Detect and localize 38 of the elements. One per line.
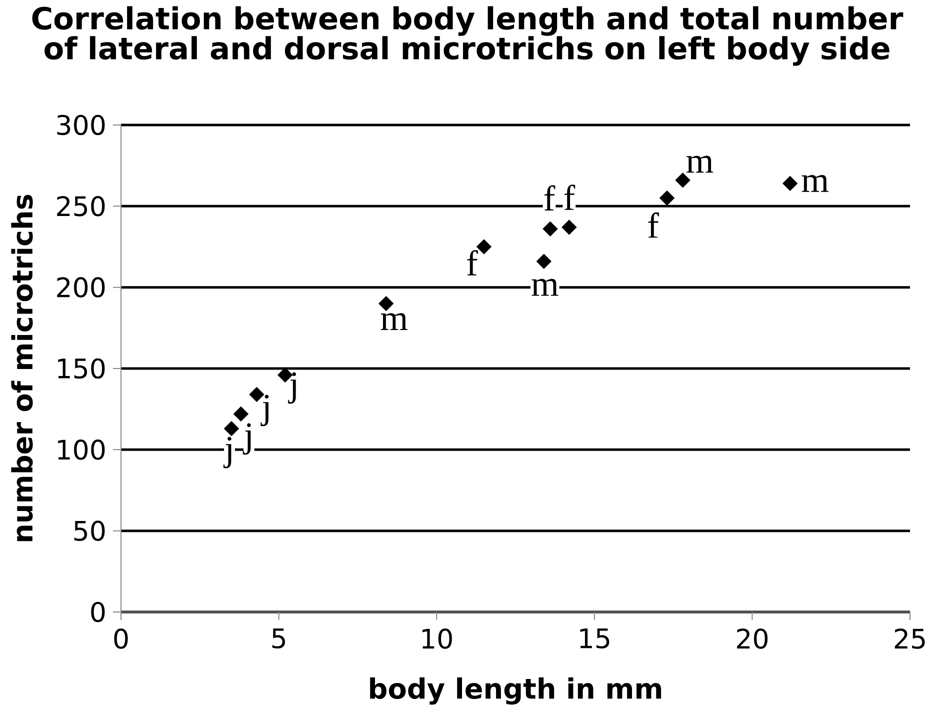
annotation: j [242,423,251,455]
point [378,296,394,312]
annotation: m [532,278,558,296]
y-tick-label: 200 [57,277,105,298]
y-tick-label: 250 [57,196,105,216]
x-tick-label: 20 [737,628,768,649]
annotation: f [564,184,576,210]
annotation: f [467,250,478,276]
y-tick-label: 50 [74,520,105,541]
point [659,190,675,206]
point [542,221,558,236]
point [233,406,249,422]
x-axis-title: body length in mm [370,677,662,705]
x-tick-label: 5 [272,628,286,649]
annotation: j [260,394,269,426]
point [782,176,798,192]
point [224,420,240,436]
chart-title: Correlation between body length and total number of lateral and dorsal microtrichs on left body side [32,6,904,66]
y-axis-title: number of microtrichs [11,194,33,542]
x-tick-label: 0 [114,628,128,649]
point [536,254,552,269]
point [476,239,492,254]
y-tick-label: 300 [57,114,105,136]
annotation: j [223,436,232,468]
y-tick-label: 150 [58,358,105,379]
annotation: m [802,174,828,192]
annotation: m [380,313,408,330]
annotation: m [686,156,714,173]
x-tick-label: 10 [422,628,452,649]
annotation: j [288,372,296,404]
x-tick-label: 15 [580,628,610,649]
point [562,220,577,235]
point [675,172,690,188]
annotation: f [648,212,659,238]
y-tick-label: 100 [58,439,105,460]
annotation: f [544,185,556,211]
x-tick-label: 25 [894,628,925,649]
y-tick-label: 0 [91,602,105,622]
